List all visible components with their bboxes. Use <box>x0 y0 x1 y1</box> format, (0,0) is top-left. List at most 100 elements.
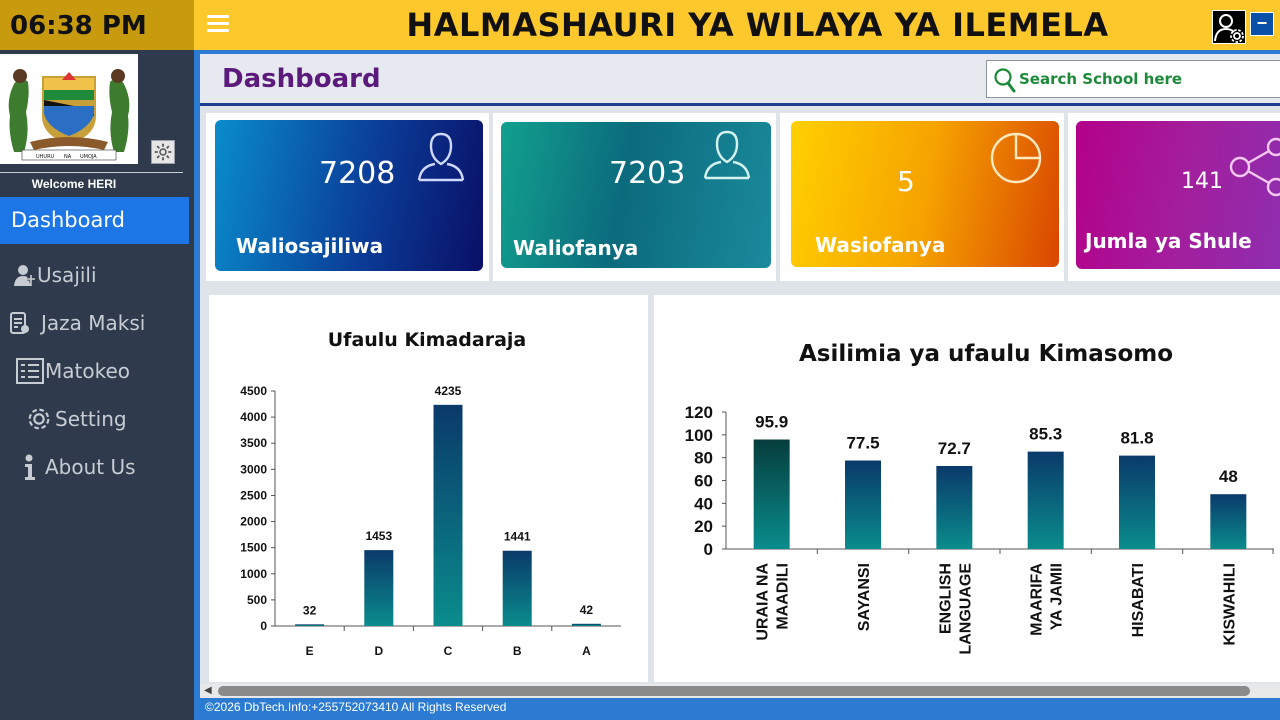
bar <box>502 550 532 626</box>
chart-title: Ufaulu Kimadaraja <box>328 329 527 351</box>
scrollbar-thumb[interactable] <box>218 686 1250 696</box>
chart-title: Asilimia ya ufaulu Kimasomo <box>799 341 1173 367</box>
nav-item-setting[interactable]: Setting <box>0 399 189 439</box>
stat-card-jumla-ya-shule[interactable]: 141 Jumla ya Shule <box>1076 121 1280 269</box>
user-icon <box>703 130 751 180</box>
y-tick-label: 500 <box>247 593 267 607</box>
page-title: Dashboard <box>222 64 381 94</box>
pie-icon <box>990 132 1042 184</box>
scroll-left-arrow-icon[interactable]: ◀ <box>204 685 212 696</box>
minimize-button[interactable]: − <box>1250 12 1274 36</box>
horizontal-scrollbar[interactable]: ◀ <box>200 684 1280 698</box>
y-tick-label: 20 <box>694 517 713 536</box>
category-label-line: KISWAHILI <box>1221 563 1238 646</box>
stat-label: Waliofanya <box>513 236 639 260</box>
bar <box>295 624 325 626</box>
stat-label: Wasiofanya <box>815 233 946 257</box>
data-label: 4235 <box>435 384 462 398</box>
category-label-line: SAYANSI <box>856 563 873 631</box>
bar <box>845 460 881 549</box>
settings-gear-button[interactable] <box>151 140 175 164</box>
data-label: 77.5 <box>846 434 879 453</box>
category-label-line: HISABATI <box>1130 563 1147 637</box>
footer-copyright: ©2026 DbTech.Info:+255752073410 All Righ… <box>200 698 1280 720</box>
gear-icon <box>24 404 54 434</box>
data-label: 85.3 <box>1029 425 1062 444</box>
nav-item-label: Usajili <box>37 263 97 287</box>
y-tick-label: 1500 <box>240 541 267 555</box>
data-label: 1441 <box>504 530 531 544</box>
y-tick-label: 80 <box>694 449 713 468</box>
y-tick-label: 100 <box>685 426 713 445</box>
stat-card-container: 7203 Waliofanya <box>493 113 776 281</box>
data-label: 42 <box>580 603 594 617</box>
nav-item-usajili[interactable]: Usajili <box>0 255 189 295</box>
y-tick-label: 40 <box>694 494 713 513</box>
stat-card-waliosajiliwa[interactable]: 7208 Waliosajiliwa <box>215 120 483 271</box>
y-tick-label: 4000 <box>240 410 267 424</box>
user-settings-button[interactable] <box>1212 10 1246 44</box>
data-label: 81.8 <box>1120 429 1153 448</box>
y-tick-label: 120 <box>685 403 713 422</box>
stat-card-wasiofanya[interactable]: 5 Wasiofanya <box>791 121 1059 267</box>
nav-item-about-us[interactable]: About Us <box>0 447 189 487</box>
app-title: HALMASHAURI YA WILAYA YA ILEMELA <box>406 6 1109 44</box>
nav-item-dashboard[interactable]: Dashboard <box>0 197 189 244</box>
category-label: URAIA NA MAADILI <box>755 563 792 641</box>
data-label: 32 <box>303 603 317 617</box>
nav-item-label: Setting <box>55 407 127 431</box>
sidebar-divider <box>0 172 183 173</box>
share-icon <box>1229 137 1280 197</box>
y-tick-label: 3500 <box>240 436 267 450</box>
bar <box>364 550 394 626</box>
nav-item-label: About Us <box>45 455 136 479</box>
subject-pass-rate-chart: Asilimia ya ufaulu Kimasomo 0 20 40 60 80 100… <box>685 341 1274 655</box>
checklist-icon <box>15 356 45 386</box>
category-label-line: MAADILI <box>775 563 792 630</box>
stat-value: 5 <box>897 165 915 198</box>
category-label: SAYANSI <box>856 563 873 631</box>
hamburger-menu-icon[interactable] <box>207 15 229 33</box>
bar <box>433 404 463 626</box>
stat-card-waliofanya[interactable]: 7203 Waliofanya <box>501 122 771 268</box>
gear-icon <box>154 143 172 161</box>
stat-value: 7208 <box>319 156 396 191</box>
stat-value: 7203 <box>609 156 686 191</box>
bar <box>1027 451 1064 549</box>
category-label-line: YA JAMII <box>1049 563 1066 630</box>
category-label: E <box>306 644 314 658</box>
category-label: C <box>444 644 453 658</box>
category-label: B <box>513 644 522 658</box>
data-label: 95.9 <box>755 413 788 432</box>
coat-of-arms-logo: UHURU NA UMOJA <box>0 54 138 164</box>
search-input[interactable] <box>1019 67 1274 91</box>
svg-text:UMOJA: UMOJA <box>80 154 97 160</box>
nav-item-label: Jaza Maksi <box>41 311 146 335</box>
category-label-line: MAARIFA <box>1029 563 1046 636</box>
chart-panel-asilimia-kimasomo: Asilimia ya ufaulu Kimasomo 0 20 40 60 80 100… <box>654 295 1280 682</box>
top-accent-strip <box>194 50 1280 54</box>
stat-card-container: 7208 Waliosajiliwa <box>206 113 489 281</box>
welcome-text: Welcome HERI <box>31 177 117 191</box>
sidebar: 06:38 PM UHURU NA UMOJA <box>0 0 194 720</box>
top-bar <box>194 0 1280 50</box>
y-tick-label: 0 <box>704 540 713 559</box>
bar <box>753 439 790 549</box>
y-tick-label: 2500 <box>240 488 267 502</box>
nav-item-label: Matokeo <box>45 359 130 383</box>
data-label: 1453 <box>365 529 392 543</box>
nav-item-jaza-maksi[interactable]: Jaza Maksi <box>0 303 189 343</box>
user-icon <box>417 132 465 182</box>
stat-card-container: 141 Jumla ya Shule <box>1068 113 1280 281</box>
search-box <box>986 60 1280 98</box>
nav-item-matokeo[interactable]: Matokeo <box>0 351 189 391</box>
category-label: ENGLISH LANGUAGE <box>937 563 974 655</box>
stat-value: 141 <box>1181 169 1223 194</box>
bar <box>1210 494 1247 549</box>
category-label: D <box>374 644 383 658</box>
y-tick-label: 2000 <box>240 515 267 529</box>
data-label: 48 <box>1219 467 1238 486</box>
stat-label: Jumla ya Shule <box>1085 229 1252 253</box>
category-label: MAARIFA YA JAMII <box>1029 563 1066 636</box>
info-icon <box>14 452 44 482</box>
